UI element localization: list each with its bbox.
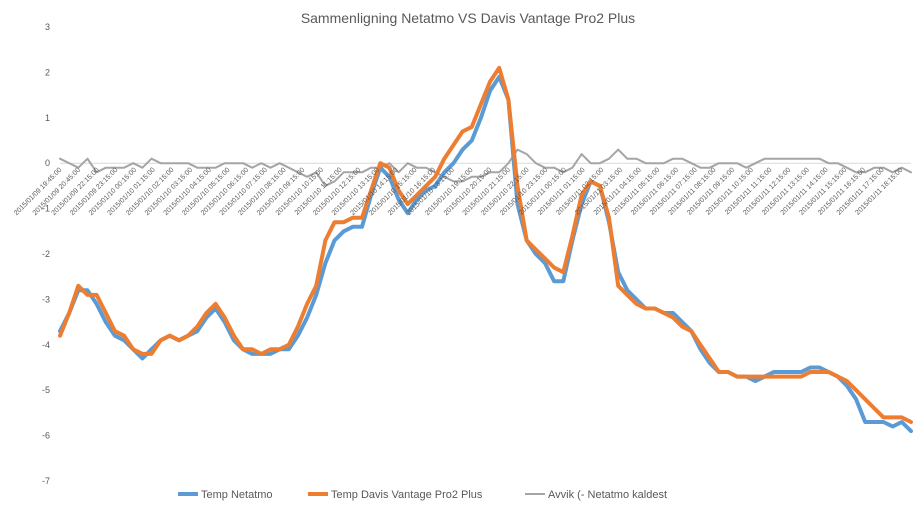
y-tick-label: 3 [45, 22, 50, 32]
y-tick-label: -7 [42, 476, 50, 486]
y-tick-label: -5 [42, 385, 50, 395]
series-group [58, 65, 913, 434]
series-line-1 [58, 74, 913, 434]
y-tick-label: 1 [45, 113, 50, 123]
chart-title: Sammenligning Netatmo VS Davis Vantage P… [301, 10, 635, 26]
series-line-3 [59, 148, 912, 187]
series-line-2 [58, 65, 913, 424]
y-tick-label: -6 [42, 431, 50, 441]
y-tick-label: 2 [45, 67, 50, 77]
y-tick-label: -4 [42, 340, 50, 350]
y-tick-label: -2 [42, 249, 50, 259]
y-tick-label: 0 [45, 158, 50, 168]
y-tick-label: -1 [42, 204, 50, 214]
legend-label-1: Temp Netatmo [201, 489, 273, 501]
y-tick-label: -3 [42, 294, 50, 304]
legend-label-3: Avvik (- Netatmo kaldest [548, 489, 667, 501]
legend: Temp Netatmo Temp Davis Vantage Pro2 Plus… [178, 489, 667, 501]
legend-label-2: Temp Davis Vantage Pro2 Plus [331, 489, 483, 501]
y-axis: 3 2 1 0 -1 -2 -3 -4 -5 -6 -7 [42, 22, 50, 486]
